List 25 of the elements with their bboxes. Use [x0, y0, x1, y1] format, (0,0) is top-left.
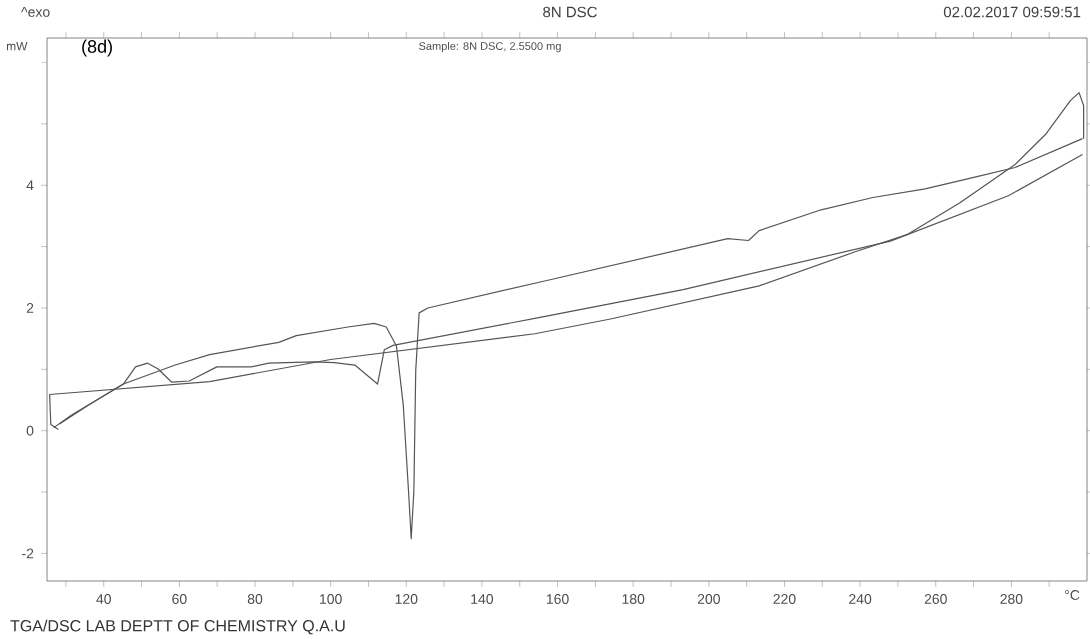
x-axis-title: °C	[1065, 590, 1080, 600]
annotation: Sample: 8N DSC, 2.5500 mg	[419, 41, 561, 53]
text: ^exo	[21, 7, 50, 17]
annotation: (8d)	[82, 39, 112, 57]
y-tick-label: -2	[22, 548, 34, 559]
x-tick-label: 260	[924, 594, 947, 604]
x-tick-label: 180	[622, 594, 645, 604]
x-tick-label: 280	[1000, 594, 1023, 604]
x-tick-label: 240	[849, 594, 872, 604]
text: 02.02.2017 09:59:51	[943, 6, 1081, 18]
y-tick-label: 0	[26, 425, 34, 436]
y-tick-label: 4	[26, 180, 34, 191]
x-tick-label: 140	[471, 594, 494, 604]
x-tick-label: 200	[697, 594, 720, 604]
x-tick-label: 220	[773, 594, 796, 604]
x-tick-label: 80	[247, 594, 263, 604]
y-tick-label: 2	[26, 303, 34, 313]
x-tick-label: 40	[96, 594, 111, 604]
x-tick-label: 60	[172, 594, 187, 604]
y-axis-title: mW	[6, 42, 28, 51]
x-tick-label: 160	[546, 594, 569, 604]
x-tick-label: 120	[395, 594, 418, 604]
chart-title: 8N DSC	[543, 6, 597, 18]
text: TGA/DSC LAB DEPTT OF CHEMISTRY Q.A.U	[10, 619, 345, 635]
x-tick-label: 100	[320, 594, 342, 604]
